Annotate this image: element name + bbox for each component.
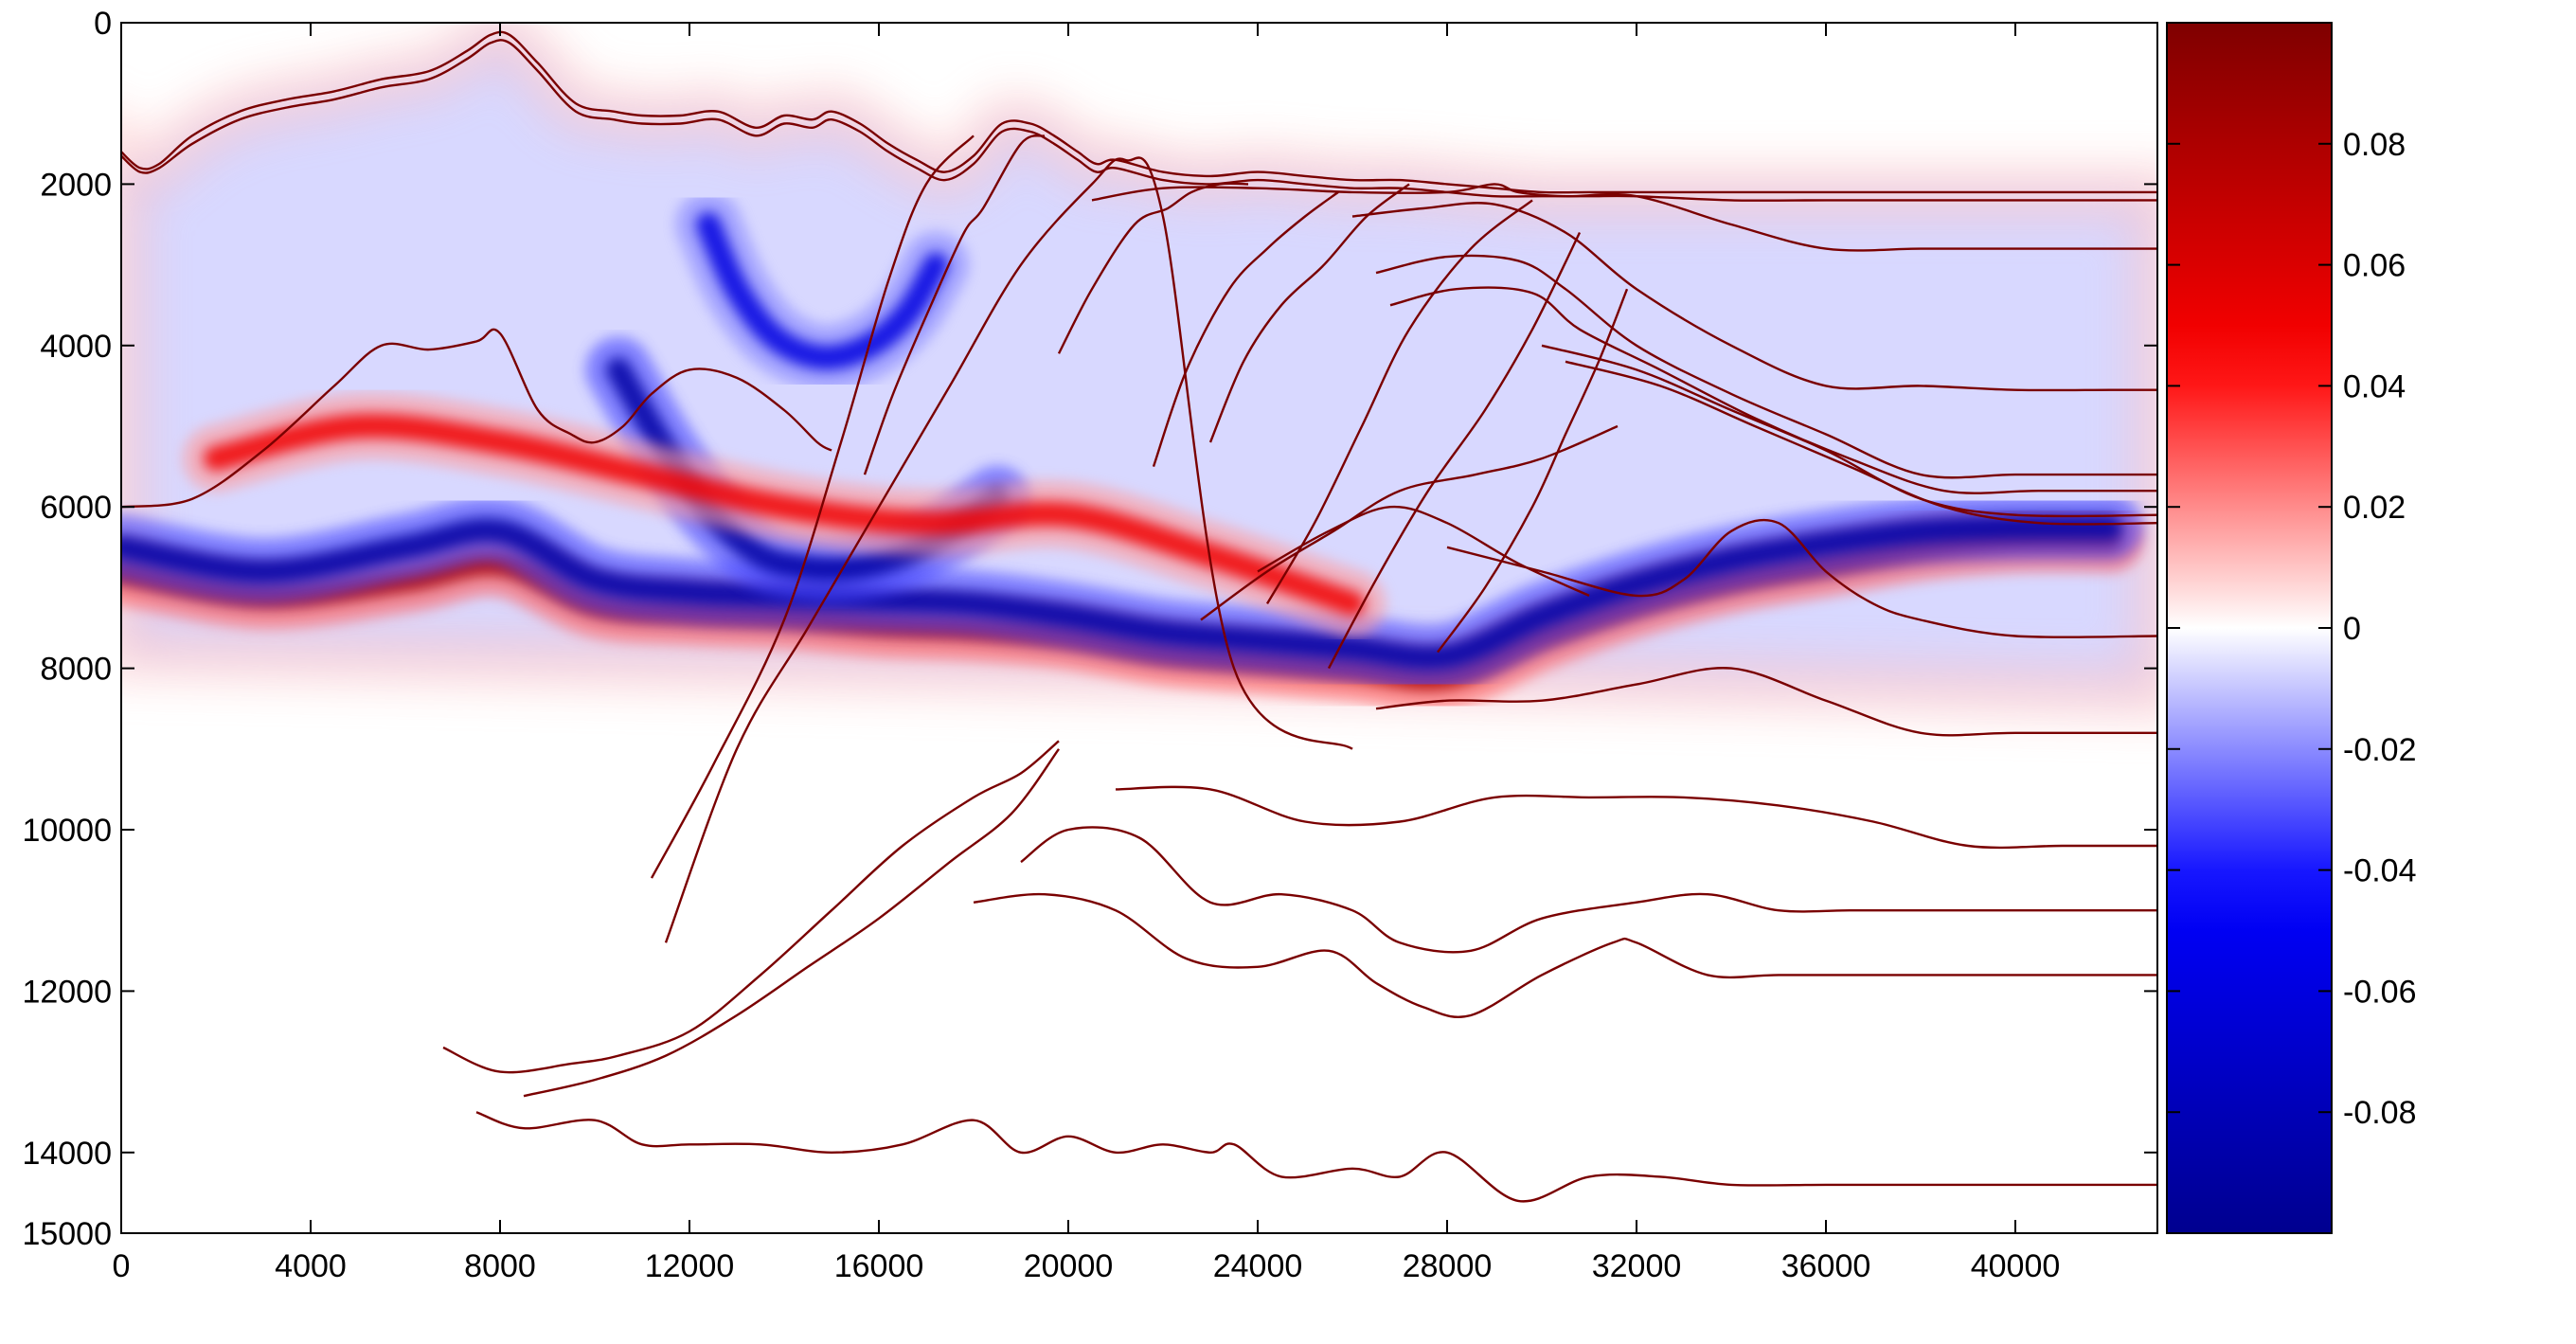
- x-tick-label: 32000: [1592, 1248, 1682, 1284]
- y-tick-label: 4000: [40, 329, 112, 365]
- horizon-24: [1327, 231, 1582, 670]
- wavefront-shallow-hook: [696, 212, 948, 370]
- colorbar-tick-label: 0.08: [2343, 127, 2406, 163]
- horizon-9: [1446, 518, 2157, 638]
- wavefront-mid-event: [204, 413, 1365, 617]
- horizon-12: [1020, 826, 2157, 954]
- horizon-7: [1541, 344, 2157, 518]
- horizon-14: [475, 1111, 2157, 1203]
- x-tick-label: 16000: [834, 1248, 924, 1284]
- plot-frame: [120, 22, 2158, 1234]
- y-axis: 0 2000 4000 6000 8000 10000 12000 14000 15000: [22, 6, 2157, 1252]
- x-axis: 0 4000 8000 12000 16000 20000 24000 28000 32000 3…: [113, 23, 2061, 1284]
- horizon-17: [523, 748, 1060, 1098]
- horizon-10: [1375, 667, 2157, 737]
- y-tick-label: 0: [94, 6, 112, 42]
- horizon-15: [664, 156, 1353, 943]
- horizon-2: [121, 328, 832, 509]
- y-tick-label: 14000: [22, 1136, 112, 1172]
- horizon-6: [1389, 286, 2157, 494]
- horizon-layer: [121, 30, 2157, 1203]
- colorbar: 0.08 0.06 0.04 0.02 0 -0.02 -0.04 -0.06 -0.08: [2166, 22, 2417, 1234]
- horizon-21: [1152, 190, 1339, 467]
- x-tick-label: 40000: [1971, 1248, 2061, 1284]
- colorbar-axis: 0.08 0.06 0.04 0.02 0 -0.02 -0.04 -0.06 -0.08: [2167, 127, 2417, 1131]
- x-tick-label: 24000: [1213, 1248, 1303, 1284]
- x-tick-label: 12000: [645, 1248, 735, 1284]
- x-tick-label: 36000: [1781, 1248, 1871, 1284]
- x-tick-label: 28000: [1403, 1248, 1493, 1284]
- y-tick-label: 2000: [40, 167, 112, 203]
- wavefront-deep-reflection-trough: [121, 514, 2122, 671]
- x-tick-label: 20000: [1024, 1248, 1114, 1284]
- y-tick-label: 6000: [40, 490, 112, 526]
- plot-area: 0 4000 8000 12000 16000 20000 24000 28000 32000 3…: [22, 6, 2158, 1284]
- horizon-18: [650, 134, 975, 879]
- colorbar-tick-label: 0.02: [2343, 490, 2406, 526]
- horizon-0: [121, 30, 2157, 194]
- colorbar-tick-label: -0.06: [2343, 974, 2417, 1010]
- horizon-23: [1265, 199, 1533, 605]
- horizon-19: [863, 134, 1046, 475]
- horizon-25: [1437, 288, 1629, 654]
- y-tick-label: 12000: [22, 974, 112, 1010]
- horizon-20: [1057, 182, 1249, 354]
- horizon-22: [1208, 183, 1410, 443]
- horizon-16: [442, 740, 1060, 1074]
- horizon-13: [973, 892, 2157, 1019]
- y-tick-label: 15000: [22, 1216, 112, 1252]
- x-tick-label: 4000: [275, 1248, 347, 1284]
- horizon-4: [1351, 202, 2157, 392]
- colorbar-tick-label: -0.04: [2343, 853, 2417, 889]
- horizon-11: [1115, 785, 2157, 850]
- horizon-8: [1565, 360, 2157, 526]
- x-tick-label: 0: [113, 1248, 131, 1284]
- horizon-3: [1091, 183, 2157, 252]
- colorbar-tick-label: 0: [2343, 611, 2361, 647]
- colorbar-tick-label: -0.08: [2343, 1095, 2417, 1131]
- colorbar-tick-label: 0.04: [2343, 368, 2406, 404]
- y-tick-label: 10000: [22, 813, 112, 849]
- x-tick-label: 8000: [464, 1248, 536, 1284]
- horizon-26: [1200, 424, 1619, 621]
- colorbar-tick-label: 0.06: [2343, 248, 2406, 284]
- horizon-5: [1375, 254, 2157, 479]
- colorbar-fill: [2167, 23, 2332, 1233]
- y-tick-label: 8000: [40, 652, 112, 688]
- horizon-27: [1257, 505, 1590, 597]
- colorbar-tick-label: -0.02: [2343, 732, 2417, 768]
